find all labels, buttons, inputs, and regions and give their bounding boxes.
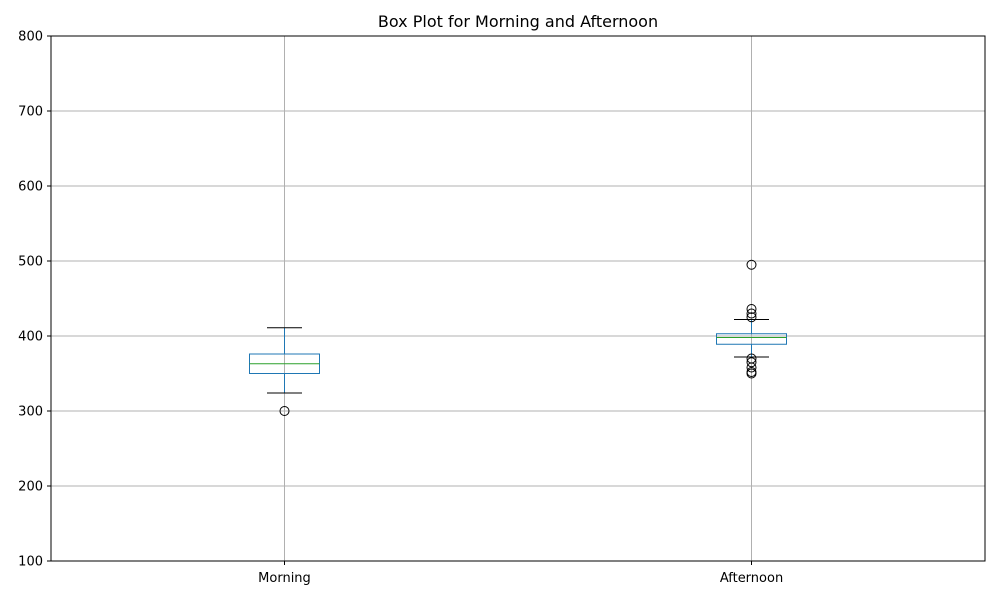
y-tick-label: 800 (18, 30, 43, 45)
outlier-point (746, 312, 757, 323)
outlier-point (279, 406, 290, 416)
y-tick-label: 700 (18, 105, 43, 120)
box-afternoon (716, 259, 787, 379)
grid-lines (51, 35, 985, 562)
chart-title: Box Plot for Morning and Afternoon (378, 12, 658, 31)
y-tick-label: 500 (18, 255, 43, 270)
outlier-point (746, 367, 757, 377)
y-tick-label: 400 (18, 330, 43, 345)
plot-area-frame (50, 35, 986, 562)
x-tick-label: Morning (258, 571, 311, 586)
axes-group: 100 200 300 400 500 600 700 800 Morning Afternoon (18, 30, 783, 587)
x-tick-label: Afternoon (720, 571, 783, 586)
y-tick-label: 300 (18, 405, 43, 420)
boxes-group (249, 259, 787, 416)
outlier-point (746, 353, 757, 364)
outlier-point (746, 308, 757, 319)
y-tick-label: 100 (18, 555, 43, 570)
y-tick-label: 200 (18, 480, 43, 495)
outlier-point (746, 357, 757, 368)
outlier-point (746, 304, 757, 314)
outlier-point (746, 259, 757, 270)
y-tick-label: 600 (18, 180, 43, 195)
box-morning (249, 327, 320, 416)
iqr-box (716, 333, 787, 345)
